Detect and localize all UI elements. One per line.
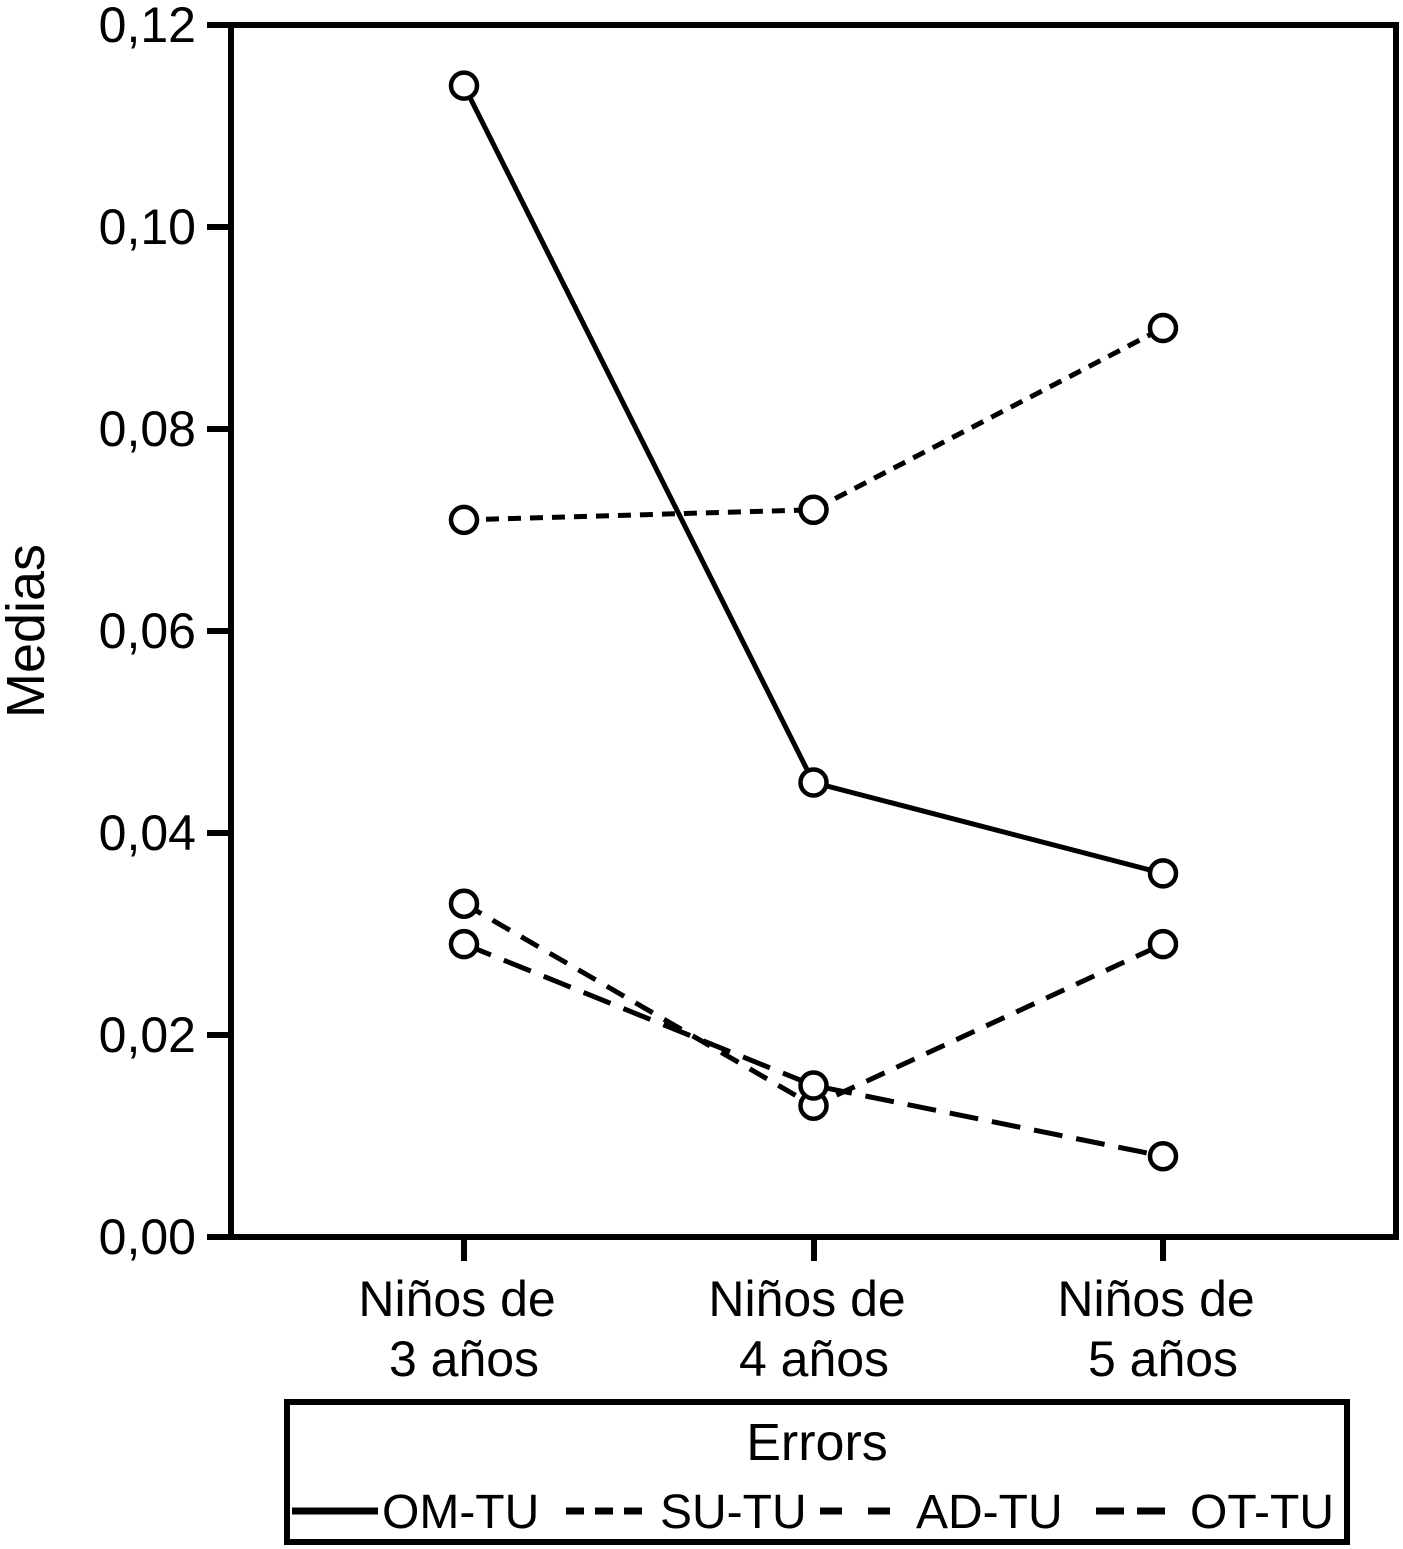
legend-border — [284, 1399, 1350, 1545]
legend-label-su-tu: SU-TU — [660, 1486, 807, 1539]
x-axis-ticks — [461, 1237, 1166, 1261]
ytick-0-10: 0,10 — [99, 199, 196, 255]
xtick-5-anos: Niños de 5 años — [1057, 1271, 1268, 1387]
series-line-ot-tu — [463, 941, 1164, 1159]
marker-ad-tu-0 — [448, 888, 480, 919]
marker-su-tu-2 — [1147, 312, 1179, 344]
y-axis-title: Medias — [0, 544, 56, 718]
ytick-0-06: 0,06 — [99, 603, 196, 659]
marker-om-tu-1 — [798, 767, 829, 798]
marker-su-tu-1 — [798, 494, 829, 526]
y-axis-labels: 0,00 0,02 0,04 0,06 0,08 0,10 0,12 — [99, 0, 196, 1265]
series-line-om-tu — [461, 84, 1164, 876]
marker-ad-tu-2 — [1147, 928, 1179, 960]
xtick-4-anos: Niños de 4 años — [708, 1271, 919, 1387]
marker-ot-tu-0 — [448, 928, 480, 960]
series-markers — [448, 70, 1179, 1172]
legend-label-om-tu: OM-TU — [382, 1486, 539, 1539]
legend-label-ad-tu: AD-TU — [916, 1486, 1063, 1539]
xtick-3-anos: Niños de 3 años — [358, 1271, 569, 1387]
marker-ot-tu-2 — [1147, 1140, 1179, 1172]
ytick-0-04: 0,04 — [99, 805, 196, 861]
plot-border — [228, 22, 1399, 1240]
series-line-su-tu — [463, 325, 1165, 523]
marker-om-tu-0 — [448, 70, 480, 101]
y-axis-ticks — [207, 22, 231, 1240]
marker-ot-tu-1 — [798, 1070, 829, 1101]
ytick-0-12: 0,12 — [99, 0, 196, 53]
ytick-0-00: 0,00 — [99, 1209, 196, 1265]
x-axis-labels: Niños de 3 años Niños de 4 años Niños de… — [358, 1271, 1268, 1387]
legend-title: Errors — [746, 1414, 888, 1472]
legend: Errors OM-TU SU-TU AD-TU OT-TU — [284, 1399, 1350, 1545]
marker-om-tu-2 — [1147, 858, 1179, 889]
marker-su-tu-0 — [448, 504, 480, 536]
ytick-0-08: 0,08 — [99, 401, 196, 457]
ytick-0-02: 0,02 — [99, 1007, 196, 1063]
legend-label-ot-tu: OT-TU — [1190, 1486, 1334, 1539]
series-lines — [461, 84, 1165, 1159]
